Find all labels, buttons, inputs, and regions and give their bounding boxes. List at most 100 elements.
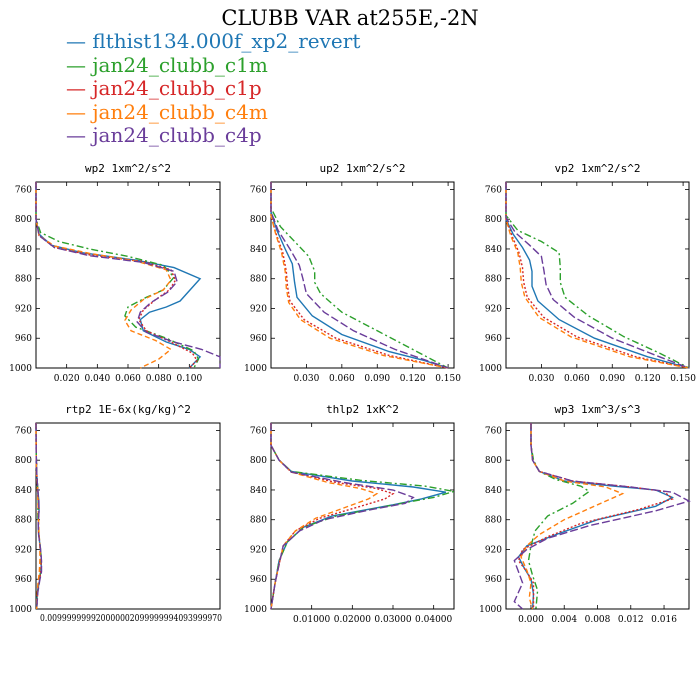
y-tick-label: 800	[250, 215, 267, 225]
series-line-3	[270, 182, 449, 369]
y-tick-label: 960	[250, 334, 267, 344]
y-tick-label: 840	[485, 486, 502, 496]
series-line-3	[35, 182, 198, 369]
y-tick-label: 920	[15, 304, 32, 314]
x-tick-label: 0.120	[635, 374, 661, 384]
y-tick-label: 1000	[9, 364, 32, 374]
x-tick-label: 0.04000	[415, 615, 452, 625]
x-tick-label: 0.030	[529, 374, 555, 384]
x-tick-label: 0.090	[599, 374, 625, 384]
series-line-2	[270, 423, 455, 610]
panel-6: wp3 1xm^3/s^3 760 800 840 880 920 960 1000 0.000…	[479, 403, 691, 625]
x-tick-label: 0.016	[651, 615, 677, 625]
plot-frame	[270, 422, 455, 610]
x-tick-label: 0.020	[54, 374, 80, 384]
y-tick-label: 760	[250, 426, 267, 436]
panel-3: vp2 1xm^2/s^2 760 800 840 880 920 960 1000 0.030…	[479, 162, 696, 384]
series-line-1	[270, 423, 447, 610]
y-tick-label: 920	[485, 304, 502, 314]
x-tick-label: 0.060	[564, 374, 590, 384]
legend-item: — jan24_clubb_c4p	[66, 123, 262, 147]
series-line-4	[270, 423, 379, 610]
x-tick-label: 0.080	[146, 374, 172, 384]
y-tick-label: 920	[15, 545, 32, 555]
y-tick-label: 760	[15, 426, 32, 436]
series-line-2	[35, 182, 200, 369]
legend: — flthist134.000f_xp2_revert — jan24_club…	[66, 30, 360, 148]
y-tick-label: 880	[485, 516, 502, 526]
plot-frame	[505, 422, 690, 610]
y-tick-label: 840	[250, 245, 267, 255]
series-line-4	[35, 182, 173, 369]
x-tick-label: 0.100	[176, 374, 202, 384]
x-tick-label: 0.009999999920000002099999994093999970	[40, 614, 222, 624]
x-tick-label: 0.012	[618, 615, 644, 625]
legend-item: — jan24_clubb_c1p	[66, 76, 262, 100]
legend-item: — flthist134.000f_xp2_revert	[66, 29, 361, 53]
x-tick-label: 0.120	[400, 374, 426, 384]
y-tick-label: 880	[250, 275, 267, 285]
y-tick-label: 960	[250, 575, 267, 585]
series-line-2	[270, 182, 449, 369]
y-tick-label: 760	[485, 426, 502, 436]
y-tick-label: 960	[15, 334, 32, 344]
y-tick-label: 960	[485, 575, 502, 585]
series-line-1	[35, 182, 202, 369]
x-tick-label: 0.02000	[334, 615, 371, 625]
y-tick-label: 800	[485, 215, 502, 225]
series-line-5	[270, 182, 449, 369]
plot-frame	[505, 181, 690, 369]
y-tick-label: 1000	[479, 605, 502, 615]
panel-5: thlp2 1xK^2 760 800 840 880 920 960 1000 0.01000…	[244, 403, 455, 625]
x-tick-label: 0.008	[585, 615, 611, 625]
y-tick-label: 840	[15, 245, 32, 255]
series-line-4	[505, 182, 690, 369]
y-tick-label: 880	[250, 516, 267, 526]
x-tick-label: 0.004	[551, 615, 577, 625]
x-tick-label: 0.090	[364, 374, 390, 384]
y-tick-label: 960	[485, 334, 502, 344]
panel-title: vp2 1xm^2/s^2	[554, 162, 640, 175]
y-tick-label: 840	[250, 486, 267, 496]
y-tick-label: 760	[485, 185, 502, 195]
series-line-2	[527, 423, 591, 610]
y-tick-label: 880	[15, 516, 32, 526]
panel-4: rtp2 1E-6x(kg/kg)^2 760 800 840 880 920 960 100…	[9, 403, 222, 624]
panel-2: up2 1xm^2/s^2 760 800 840 880 920 960 1000 0.030…	[244, 162, 461, 384]
panel-title: thlp2 1xK^2	[326, 403, 399, 416]
series-line-5	[513, 423, 691, 610]
y-tick-label: 920	[485, 545, 502, 555]
y-tick-label: 1000	[479, 364, 502, 374]
y-tick-label: 800	[15, 215, 32, 225]
x-tick-label: 0.150	[670, 374, 696, 384]
chart-main-title: CLUBB VAR at255E,-2N	[221, 6, 479, 30]
y-tick-label: 760	[15, 185, 32, 195]
panel-title: rtp2 1E-6x(kg/kg)^2	[65, 403, 191, 416]
x-tick-label: 0.060	[329, 374, 355, 384]
plot-frame	[270, 181, 455, 369]
x-tick-label: 0.03000	[374, 615, 411, 625]
legend-item: — jan24_clubb_c1m	[66, 52, 268, 77]
series-line-1	[505, 182, 690, 369]
x-tick-label: 0.000	[518, 615, 544, 625]
y-tick-label: 800	[250, 456, 267, 466]
x-tick-label: 0.060	[115, 374, 141, 384]
series-line-4	[270, 182, 449, 369]
series-line-5	[35, 422, 43, 610]
series-line-3	[517, 423, 674, 609]
panel-title: wp2 1xm^2/s^2	[85, 162, 171, 175]
x-tick-label: 0.030	[294, 374, 320, 384]
x-tick-label: 0.150	[435, 374, 461, 384]
y-tick-label: 880	[15, 275, 32, 285]
y-tick-label: 880	[485, 275, 502, 285]
y-tick-label: 760	[250, 185, 267, 195]
legend-item: — jan24_clubb_c4m	[66, 99, 268, 124]
x-tick-label: 0.01000	[293, 615, 330, 625]
series-line-5	[35, 182, 221, 368]
y-tick-label: 800	[485, 456, 502, 466]
panel-title: up2 1xm^2/s^2	[319, 162, 405, 175]
panel-1: wp2 1xm^2/s^2 760 800 840 880 920 960 1000 0.020…	[9, 162, 221, 384]
series-line-1	[270, 182, 449, 369]
y-tick-label: 960	[15, 575, 32, 585]
